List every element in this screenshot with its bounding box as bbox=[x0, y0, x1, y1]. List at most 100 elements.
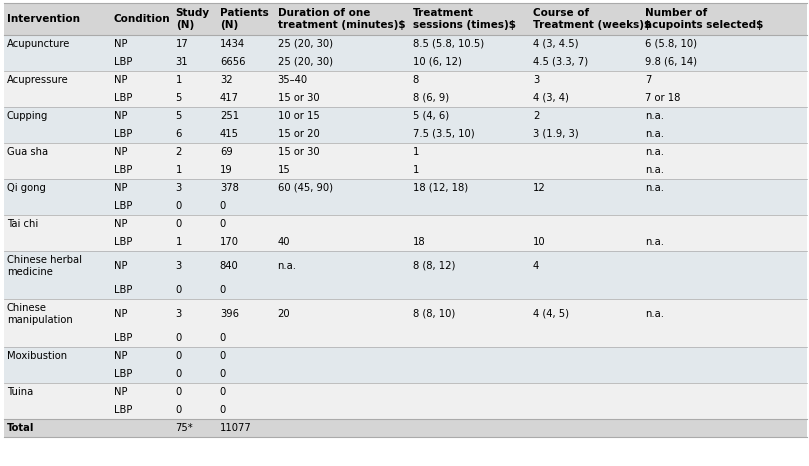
Text: NP: NP bbox=[114, 183, 127, 193]
Text: Treatment
sessions (times)$: Treatment sessions (times)$ bbox=[413, 8, 515, 30]
Text: Qi gong: Qi gong bbox=[7, 183, 46, 193]
Bar bbox=[4, 161, 807, 179]
Text: 15 or 30: 15 or 30 bbox=[277, 147, 320, 157]
Bar bbox=[4, 329, 807, 347]
Text: 1434: 1434 bbox=[220, 39, 245, 49]
Text: NP: NP bbox=[114, 351, 127, 361]
Text: n.a.: n.a. bbox=[646, 309, 664, 319]
Text: 7.5 (3.5, 10): 7.5 (3.5, 10) bbox=[413, 129, 474, 139]
Text: n.a.: n.a. bbox=[646, 165, 664, 175]
Text: LBP: LBP bbox=[114, 57, 132, 67]
Bar bbox=[4, 347, 807, 365]
Text: 396: 396 bbox=[220, 309, 239, 319]
Text: 25 (20, 30): 25 (20, 30) bbox=[277, 39, 332, 49]
Text: n.a.: n.a. bbox=[646, 237, 664, 247]
Bar bbox=[4, 35, 807, 53]
Text: 8 (8, 10): 8 (8, 10) bbox=[413, 309, 455, 319]
Text: 1: 1 bbox=[413, 165, 419, 175]
Text: 31: 31 bbox=[176, 57, 188, 67]
Text: Acupressure: Acupressure bbox=[7, 75, 69, 85]
Text: 0: 0 bbox=[176, 369, 182, 379]
Text: n.a.: n.a. bbox=[646, 111, 664, 121]
Text: 0: 0 bbox=[220, 285, 226, 295]
Text: LBP: LBP bbox=[114, 369, 132, 379]
Text: 0: 0 bbox=[176, 285, 182, 295]
Text: 8 (6, 9): 8 (6, 9) bbox=[413, 93, 449, 103]
Bar bbox=[4, 125, 807, 143]
Text: 6: 6 bbox=[176, 129, 182, 139]
Text: 15 or 30: 15 or 30 bbox=[277, 93, 320, 103]
Text: LBP: LBP bbox=[114, 405, 132, 415]
Text: NP: NP bbox=[114, 147, 127, 157]
Text: LBP: LBP bbox=[114, 237, 132, 247]
Text: 4 (3, 4.5): 4 (3, 4.5) bbox=[533, 39, 578, 49]
Text: 10 (6, 12): 10 (6, 12) bbox=[413, 57, 461, 67]
Bar bbox=[4, 281, 807, 299]
Text: 1: 1 bbox=[176, 237, 182, 247]
Text: Intervention: Intervention bbox=[7, 14, 80, 24]
Text: LBP: LBP bbox=[114, 285, 132, 295]
Text: 3: 3 bbox=[176, 261, 182, 271]
Text: 0: 0 bbox=[176, 351, 182, 361]
Text: 0: 0 bbox=[220, 351, 226, 361]
Text: 3 (1.9, 3): 3 (1.9, 3) bbox=[533, 129, 578, 139]
Bar bbox=[4, 107, 807, 125]
Text: 3: 3 bbox=[176, 309, 182, 319]
Bar bbox=[4, 71, 807, 89]
Text: 170: 170 bbox=[220, 237, 239, 247]
Text: 10 or 15: 10 or 15 bbox=[277, 111, 320, 121]
Text: 18: 18 bbox=[413, 237, 426, 247]
Text: NP: NP bbox=[114, 387, 127, 397]
Text: 8 (8, 12): 8 (8, 12) bbox=[413, 261, 455, 271]
Text: 7: 7 bbox=[646, 75, 652, 85]
Text: Course of
Treatment (weeks)$: Course of Treatment (weeks)$ bbox=[533, 8, 651, 30]
Text: 12: 12 bbox=[533, 183, 546, 193]
Bar bbox=[4, 233, 807, 251]
Bar bbox=[4, 3, 807, 35]
Text: 417: 417 bbox=[220, 93, 239, 103]
Bar bbox=[4, 215, 807, 233]
Text: 2: 2 bbox=[533, 111, 540, 121]
Text: 1: 1 bbox=[413, 147, 419, 157]
Text: 1: 1 bbox=[176, 165, 182, 175]
Text: 6656: 6656 bbox=[220, 57, 245, 67]
Text: 0: 0 bbox=[176, 387, 182, 397]
Text: 0: 0 bbox=[220, 387, 226, 397]
Text: Gua sha: Gua sha bbox=[7, 147, 48, 157]
Text: Tai chi: Tai chi bbox=[7, 219, 38, 229]
Text: Condition: Condition bbox=[114, 14, 171, 24]
Text: 0: 0 bbox=[176, 219, 182, 229]
Bar bbox=[4, 251, 807, 281]
Text: 15 or 20: 15 or 20 bbox=[277, 129, 320, 139]
Text: 19: 19 bbox=[220, 165, 232, 175]
Text: LBP: LBP bbox=[114, 129, 132, 139]
Text: 5 (4, 6): 5 (4, 6) bbox=[413, 111, 449, 121]
Text: n.a.: n.a. bbox=[646, 183, 664, 193]
Text: 18 (12, 18): 18 (12, 18) bbox=[413, 183, 468, 193]
Text: NP: NP bbox=[114, 219, 127, 229]
Text: LBP: LBP bbox=[114, 165, 132, 175]
Text: NP: NP bbox=[114, 309, 127, 319]
Text: LBP: LBP bbox=[114, 93, 132, 103]
Text: 15: 15 bbox=[277, 165, 290, 175]
Text: 8: 8 bbox=[413, 75, 419, 85]
Text: 0: 0 bbox=[220, 201, 226, 211]
Text: LBP: LBP bbox=[114, 201, 132, 211]
Text: NP: NP bbox=[114, 261, 127, 271]
Text: Number of
acupoints selected$: Number of acupoints selected$ bbox=[646, 8, 764, 30]
Text: 7 or 18: 7 or 18 bbox=[646, 93, 680, 103]
Bar bbox=[4, 53, 807, 71]
Text: 0: 0 bbox=[220, 219, 226, 229]
Text: 60 (45, 90): 60 (45, 90) bbox=[277, 183, 332, 193]
Text: Chinese
manipulation: Chinese manipulation bbox=[7, 303, 73, 325]
Text: Duration of one
treatment (minutes)$: Duration of one treatment (minutes)$ bbox=[277, 8, 405, 30]
Text: Cupping: Cupping bbox=[7, 111, 49, 121]
Bar bbox=[4, 299, 807, 329]
Text: NP: NP bbox=[114, 75, 127, 85]
Text: 2: 2 bbox=[176, 147, 182, 157]
Text: 0: 0 bbox=[220, 405, 226, 415]
Text: n.a.: n.a. bbox=[277, 261, 297, 271]
Text: 415: 415 bbox=[220, 129, 239, 139]
Text: 5: 5 bbox=[176, 111, 182, 121]
Text: 35–40: 35–40 bbox=[277, 75, 307, 85]
